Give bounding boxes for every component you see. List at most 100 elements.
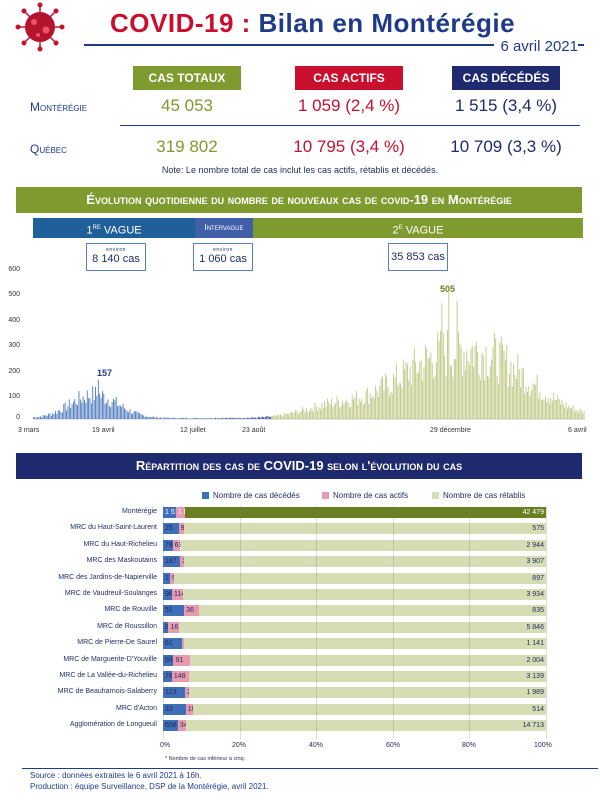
daily-bar (354, 397, 356, 419)
daily-bar (520, 387, 521, 419)
y-tick-0: 0 (16, 414, 20, 421)
segment-recovered: 14 713 (186, 720, 546, 732)
daily-bar (215, 417, 216, 419)
daily-bar (37, 417, 38, 419)
quebec-deaths: 10 709 (3,3 %) (450, 137, 562, 156)
daily-bar (291, 411, 292, 419)
segment-recovered: 897 (173, 572, 546, 584)
daily-bar (158, 417, 160, 419)
title-rule (84, 44, 584, 46)
daily-bar (57, 410, 59, 419)
daily-bar (380, 378, 382, 419)
daily-bar (418, 372, 419, 419)
daily-bar (493, 333, 495, 419)
production-text: Production : équipe Surveillance, DSP de… (30, 782, 269, 791)
segment-value: 1 515 (165, 509, 183, 516)
daily-bar (186, 417, 188, 419)
x-tick-mar3: 3 mars (18, 427, 40, 434)
x-tick-aug23: 23 août (242, 427, 266, 434)
daily-bar (230, 417, 232, 419)
daily-bar (197, 418, 199, 419)
y-tick-400: 400 (8, 317, 20, 324)
daily-bar (448, 291, 450, 419)
daily-bar (191, 418, 193, 419)
segment-deaths: 608 (163, 720, 178, 732)
daily-bar (449, 365, 451, 419)
daily-bar (95, 386, 96, 419)
daily-bar (464, 369, 466, 419)
wave-1-count-box: environ 8 140 cas (86, 243, 146, 271)
header-deaths: Cas décédés (452, 66, 560, 90)
daily-bar (157, 418, 159, 419)
daily-bar (34, 417, 36, 419)
segment-value: 9 (180, 525, 185, 533)
daily-bar (179, 417, 181, 419)
daily-bar (372, 395, 374, 419)
segment-recovered: 3 139 (188, 671, 546, 682)
daily-bar (117, 406, 119, 419)
stacked-bar-row: 78 148 3 139 (163, 671, 546, 682)
daily-bar (121, 407, 123, 419)
daily-bar (97, 379, 99, 419)
daily-bar (45, 415, 47, 419)
segment-recovered: 575 (184, 523, 546, 535)
daily-bar (150, 416, 152, 419)
daily-bar (171, 418, 172, 419)
segment-value: 148 (173, 673, 186, 680)
segment-value: 78 (165, 673, 173, 680)
daily-bar (336, 396, 338, 419)
daily-bar (288, 414, 290, 419)
daily-bar (531, 389, 533, 419)
daily-bar (240, 418, 241, 419)
segment-active: 348 (177, 720, 192, 732)
daily-bar (104, 403, 106, 419)
daily-bar (343, 404, 345, 419)
bar-category-label: MRC de La Vallée-du-Richelieu (59, 672, 157, 679)
daily-bar (271, 415, 273, 419)
daily-bar (480, 380, 481, 419)
daily-bar (304, 412, 306, 419)
daily-bar (460, 347, 462, 419)
daily-bar (180, 417, 182, 419)
daily-bar (151, 416, 153, 419)
daily-bar (437, 332, 439, 419)
daily-bar (162, 418, 164, 419)
daily-bar (86, 390, 88, 419)
daily-bar (173, 417, 175, 419)
daily-bar (398, 382, 400, 419)
segment-deaths: 78 (163, 539, 173, 551)
daily-bar (423, 367, 425, 419)
daily-bar (245, 418, 247, 419)
daily-bar (244, 418, 245, 419)
segment-value: 61 (165, 640, 173, 648)
daily-bar (242, 418, 244, 419)
bar-category-label: MRC de Rouville (104, 606, 157, 614)
pct-tick-20: 20% (232, 742, 247, 749)
gridline (163, 505, 164, 739)
daily-bar (237, 418, 239, 419)
daily-bar (64, 402, 66, 419)
quebec-active: 10 795 (3,4 %) (293, 137, 405, 156)
segment-value: 3 934 (526, 591, 544, 598)
stacked-bar-row: 179897 (163, 572, 546, 584)
daily-bar (299, 412, 301, 419)
daily-bar (280, 414, 281, 419)
daily-bar (459, 343, 461, 419)
daily-bar (202, 418, 204, 419)
segment-active: 36 (184, 605, 200, 617)
daily-bar (426, 348, 428, 419)
daily-bar (67, 406, 69, 419)
daily-bar (164, 417, 165, 419)
daily-bar (503, 350, 505, 419)
daily-bar (408, 380, 410, 419)
daily-bar (59, 410, 61, 419)
daily-bar (347, 402, 349, 419)
daily-bar (440, 330, 441, 419)
daily-bar (317, 411, 319, 419)
daily-bar (533, 383, 535, 419)
bar-category-label: MRC d'Acton (115, 704, 157, 712)
daily-bar (337, 400, 339, 419)
daily-bar (201, 418, 203, 419)
daily-bar (268, 416, 270, 419)
daily-bar (329, 404, 331, 419)
